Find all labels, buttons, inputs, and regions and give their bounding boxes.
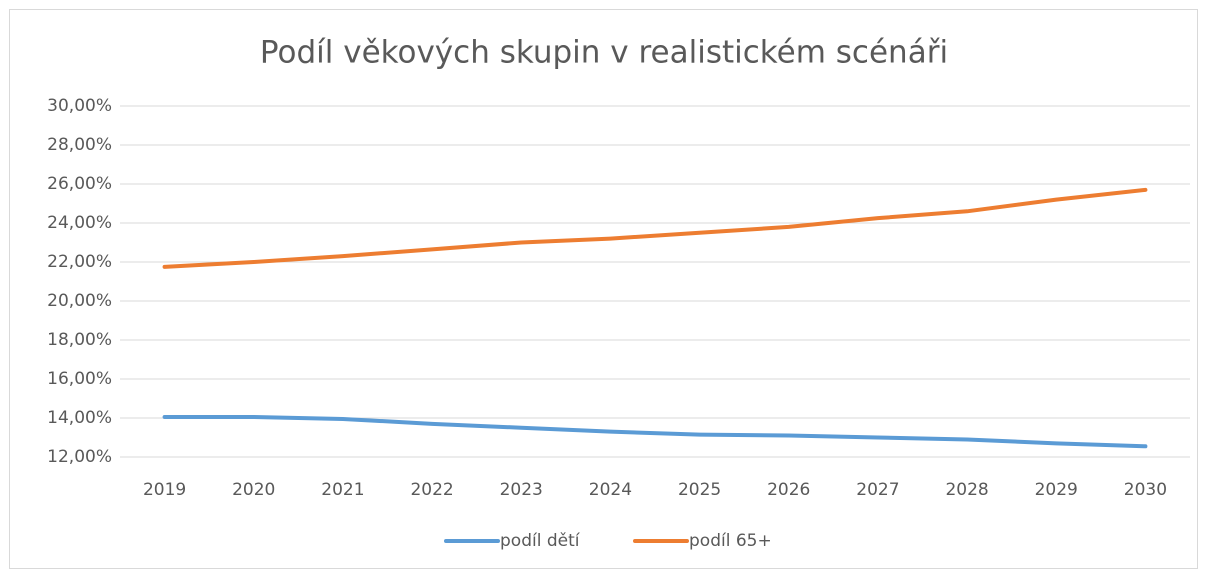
legend-label: podíl 65+ — [689, 531, 772, 551]
y-tick-label: 26,00% — [47, 174, 112, 194]
y-tick-label: 28,00% — [47, 135, 112, 155]
x-tick-label: 2021 — [321, 480, 364, 500]
line-series — [162, 187, 1148, 269]
y-tick-label: 12,00% — [47, 447, 112, 467]
x-tick-label: 2025 — [678, 480, 721, 500]
x-tick-label: 2020 — [232, 480, 275, 500]
y-tick-label: 16,00% — [47, 369, 112, 389]
y-tick-label: 20,00% — [47, 291, 112, 311]
chart-title: Podíl věkových skupin v realistickém scé… — [260, 35, 948, 71]
x-tick-label: 2024 — [589, 480, 632, 500]
x-tick-label: 2019 — [143, 480, 186, 500]
chart-border — [9, 9, 1198, 569]
y-tick-label: 18,00% — [47, 330, 112, 350]
y-tick-label: 30,00% — [47, 96, 112, 116]
x-tick-label: 2028 — [945, 480, 988, 500]
x-tick-label: 2027 — [856, 480, 899, 500]
y-tick-label: 22,00% — [47, 252, 112, 272]
legend-label: podíl dětí — [500, 531, 581, 551]
x-tick-label: 2022 — [410, 480, 453, 500]
x-tick-label: 2029 — [1035, 480, 1078, 500]
x-tick-label: 2030 — [1124, 480, 1167, 500]
y-tick-label: 14,00% — [47, 408, 112, 428]
x-tick-label: 2026 — [767, 480, 810, 500]
line-series — [162, 415, 1148, 449]
x-tick-label: 2023 — [500, 480, 543, 500]
y-tick-label: 24,00% — [47, 213, 112, 233]
